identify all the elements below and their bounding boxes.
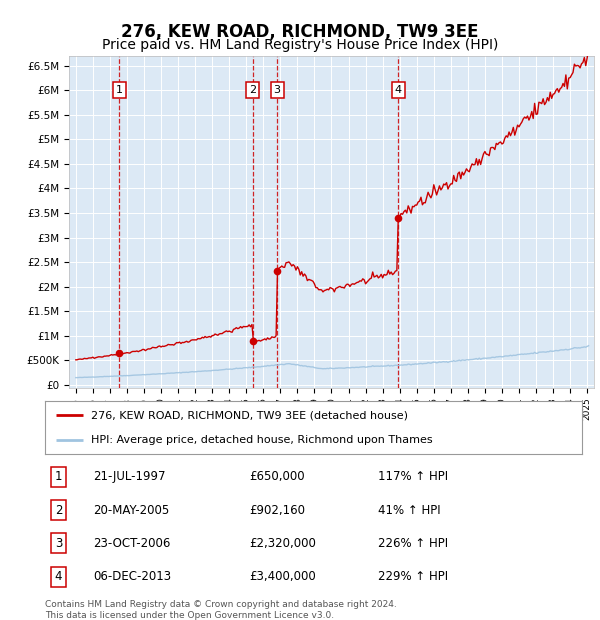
Text: 2: 2 [55,503,62,516]
Text: 3: 3 [55,537,62,550]
Text: 06-DEC-2013: 06-DEC-2013 [94,570,172,583]
Text: 1: 1 [116,85,123,95]
Text: Price paid vs. HM Land Registry's House Price Index (HPI): Price paid vs. HM Land Registry's House … [102,38,498,51]
Text: £3,400,000: £3,400,000 [249,570,316,583]
Text: £2,320,000: £2,320,000 [249,537,316,550]
Text: Contains HM Land Registry data © Crown copyright and database right 2024.
This d: Contains HM Land Registry data © Crown c… [45,600,397,619]
Text: 21-JUL-1997: 21-JUL-1997 [94,470,166,483]
Text: 41% ↑ HPI: 41% ↑ HPI [378,503,440,516]
Text: 226% ↑ HPI: 226% ↑ HPI [378,537,448,550]
Text: 2: 2 [249,85,256,95]
Text: £902,160: £902,160 [249,503,305,516]
Text: 23-OCT-2006: 23-OCT-2006 [94,537,171,550]
Text: 3: 3 [274,85,281,95]
Text: £650,000: £650,000 [249,470,305,483]
Text: 4: 4 [55,570,62,583]
Text: 276, KEW ROAD, RICHMOND, TW9 3EE (detached house): 276, KEW ROAD, RICHMOND, TW9 3EE (detach… [91,410,407,420]
Text: 1: 1 [55,470,62,483]
Text: 117% ↑ HPI: 117% ↑ HPI [378,470,448,483]
Text: 20-MAY-2005: 20-MAY-2005 [94,503,170,516]
Text: 276, KEW ROAD, RICHMOND, TW9 3EE: 276, KEW ROAD, RICHMOND, TW9 3EE [121,23,479,42]
Text: 229% ↑ HPI: 229% ↑ HPI [378,570,448,583]
Text: 4: 4 [395,85,402,95]
Text: HPI: Average price, detached house, Richmond upon Thames: HPI: Average price, detached house, Rich… [91,435,432,445]
